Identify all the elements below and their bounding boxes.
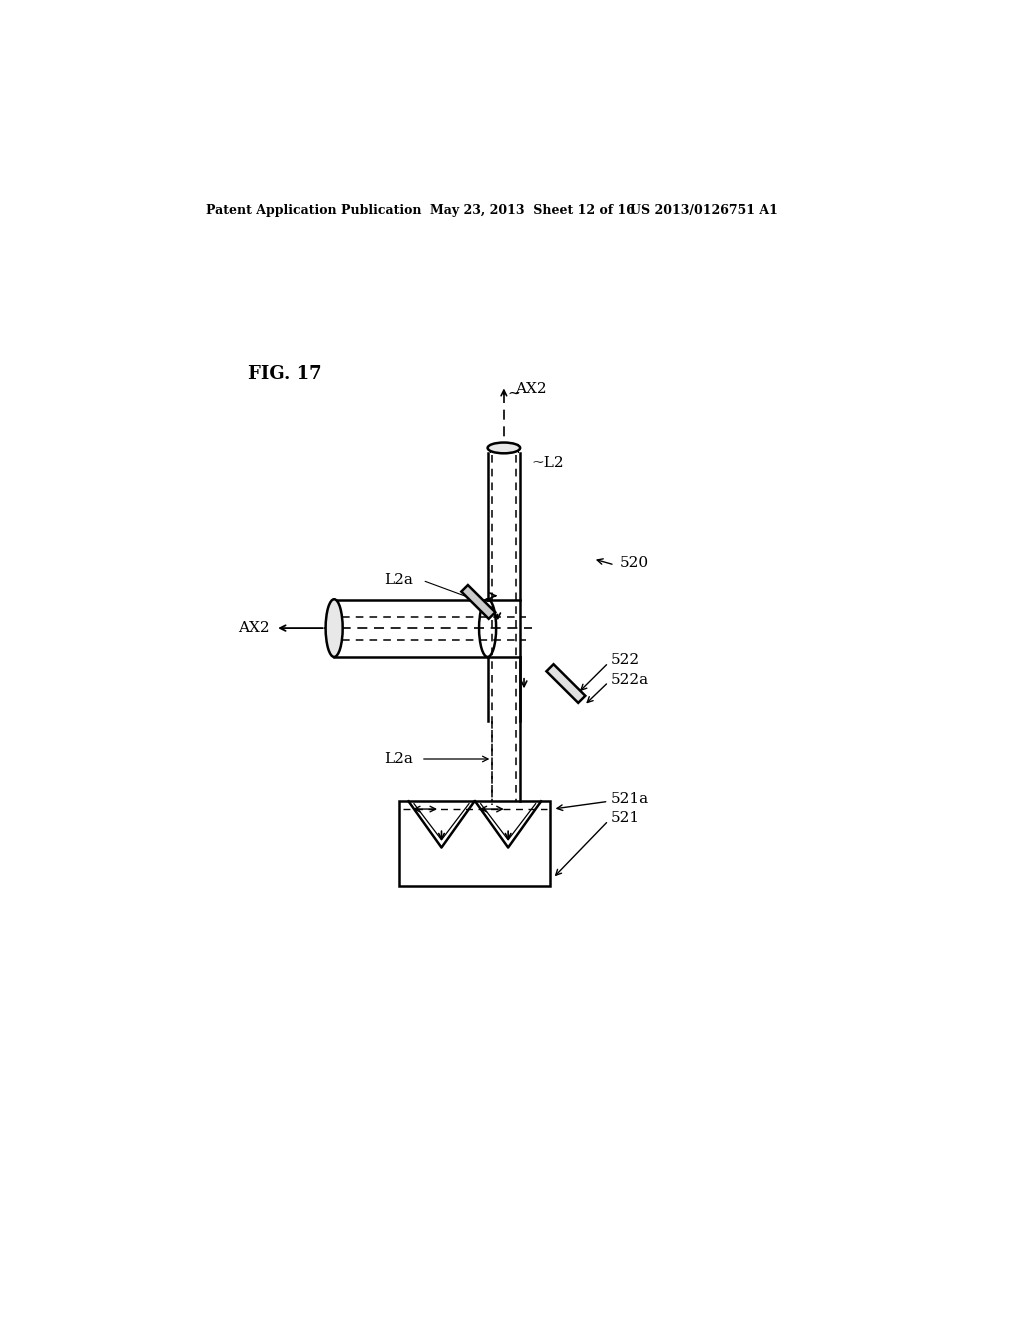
Text: L2a: L2a (384, 573, 413, 587)
Text: May 23, 2013  Sheet 12 of 16: May 23, 2013 Sheet 12 of 16 (430, 205, 635, 218)
Text: 521: 521 (611, 812, 640, 825)
Text: ~L2: ~L2 (531, 455, 563, 470)
Ellipse shape (326, 599, 343, 657)
Text: ~: ~ (508, 385, 520, 400)
Text: FIG. 17: FIG. 17 (248, 366, 322, 383)
Text: 522a: 522a (611, 673, 649, 686)
Text: AX2: AX2 (515, 383, 547, 396)
Text: Patent Application Publication: Patent Application Publication (206, 205, 421, 218)
Text: 522: 522 (611, 653, 640, 668)
Ellipse shape (487, 442, 520, 453)
Text: L2a: L2a (384, 752, 413, 766)
Polygon shape (461, 585, 496, 619)
Text: US 2013/0126751 A1: US 2013/0126751 A1 (630, 205, 778, 218)
Text: 521a: 521a (611, 792, 649, 807)
Text: 520: 520 (621, 556, 649, 570)
Bar (399, 801, 550, 886)
Polygon shape (547, 664, 586, 702)
Text: AX2: AX2 (239, 622, 270, 635)
